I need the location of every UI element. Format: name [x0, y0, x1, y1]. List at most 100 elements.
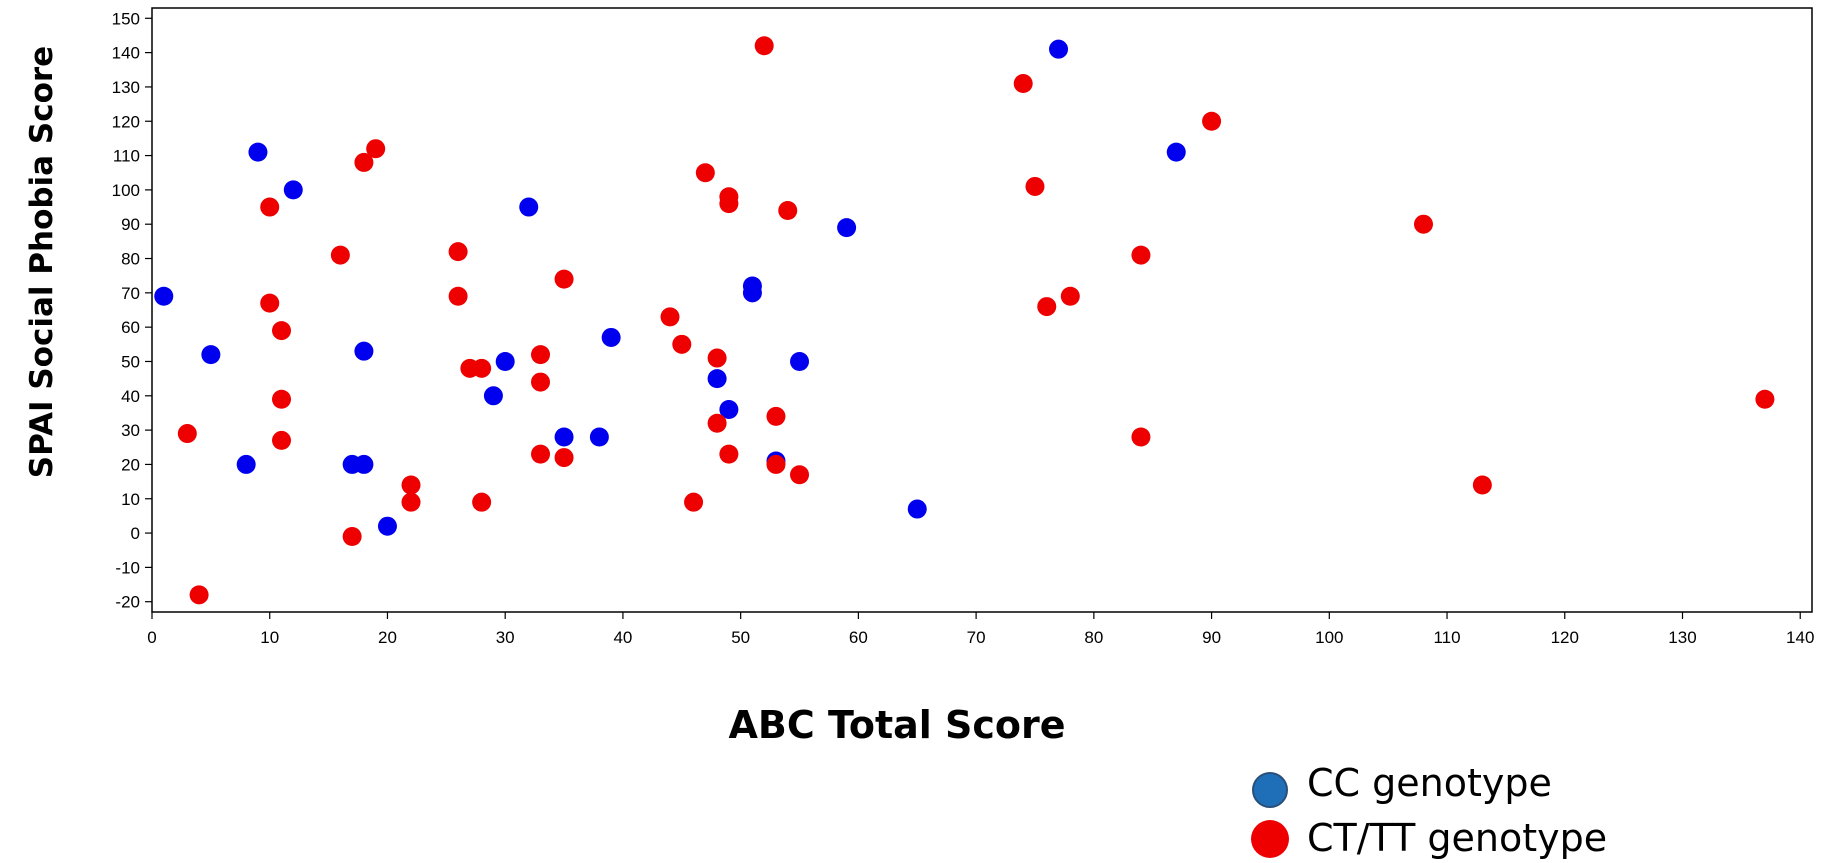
data-point [495, 351, 515, 371]
data-point [837, 218, 857, 238]
x-tick-label: 130 [1668, 628, 1696, 647]
data-point [354, 341, 374, 361]
data-point [707, 348, 727, 368]
data-point [707, 413, 727, 433]
data-point [260, 197, 280, 217]
data-point [1049, 39, 1069, 59]
data-point [377, 516, 397, 536]
data-point [589, 427, 609, 447]
legend-marker-cc [1252, 772, 1288, 808]
y-tick-label: 140 [112, 44, 140, 63]
legend-marker-ct-tt [1251, 820, 1289, 858]
data-point [472, 358, 492, 378]
data-point [1166, 142, 1186, 162]
data-point [189, 585, 209, 605]
y-tick-label: 80 [121, 250, 140, 269]
y-tick-label: -20 [115, 593, 140, 612]
y-tick-label: 10 [121, 490, 140, 509]
data-point [448, 286, 468, 306]
x-tick-label: 40 [613, 628, 632, 647]
x-axis: 0 10 20 30 40 50 60 70 80 90 100 110 120 130 140 [147, 612, 1814, 647]
data-point [1755, 389, 1775, 409]
data-point [684, 492, 704, 512]
y-tick-label: 30 [121, 421, 140, 440]
x-tick-label: 120 [1551, 628, 1579, 647]
data-point [330, 245, 350, 265]
data-point [448, 242, 468, 262]
y-tick-label: 60 [121, 318, 140, 337]
x-tick-label: 30 [496, 628, 515, 647]
data-point [1060, 286, 1080, 306]
data-point [672, 334, 692, 354]
data-point [1202, 111, 1222, 131]
data-point [742, 276, 762, 296]
data-point [660, 307, 680, 327]
data-point [719, 444, 739, 464]
x-axis-title: ABC Total Score [728, 703, 1065, 747]
plot-area [151, 7, 1813, 613]
data-point [354, 152, 374, 172]
data-point [248, 142, 268, 162]
y-tick-label: 110 [113, 147, 140, 166]
data-point [754, 36, 774, 56]
y-tick-label: 20 [121, 455, 140, 474]
y-tick-label: 120 [112, 112, 140, 131]
legend-label-ct-tt: CT/TT genotype [1307, 816, 1607, 860]
y-tick-label: 50 [121, 352, 140, 371]
data-point [401, 492, 421, 512]
x-tick-label: 100 [1315, 628, 1343, 647]
data-point [601, 327, 621, 347]
x-tick-label: 60 [849, 628, 868, 647]
y-tick-label: 0 [131, 524, 140, 543]
series-1 [177, 36, 1775, 605]
data-point [272, 321, 292, 341]
x-tick-label: 90 [1202, 628, 1221, 647]
data-point [283, 180, 303, 200]
data-point [695, 163, 715, 183]
y-tick-label: 130 [112, 78, 140, 97]
x-tick-label: 110 [1433, 628, 1460, 647]
data-point [531, 372, 551, 392]
data-point [1413, 214, 1433, 234]
data-point [472, 492, 492, 512]
data-point [1131, 427, 1151, 447]
data-points [154, 36, 1775, 605]
x-tick-label: 50 [731, 628, 750, 647]
data-point [366, 139, 386, 159]
data-point [766, 406, 786, 426]
data-point [907, 499, 927, 519]
data-point [790, 351, 810, 371]
data-point [1025, 176, 1045, 196]
data-point [1131, 245, 1151, 265]
data-point [790, 465, 810, 485]
data-point [201, 345, 221, 365]
y-tick-label: -10 [115, 558, 140, 577]
data-point [531, 345, 551, 365]
x-tick-label: 140 [1786, 628, 1814, 647]
data-point [778, 200, 798, 220]
y-tick-label: 100 [112, 181, 140, 200]
x-tick-label: 70 [967, 628, 986, 647]
data-point [554, 269, 574, 289]
y-axis: -20 -10 0 10 20 30 40 50 60 70 80 90 100 110 120 130 140… [112, 9, 152, 612]
data-point [719, 400, 739, 420]
y-tick-label: 150 [112, 9, 140, 28]
x-tick-label: 0 [147, 628, 156, 647]
data-point [707, 369, 727, 389]
y-tick-label: 40 [121, 387, 140, 406]
legend: CC genotype CT/TT genotype [1251, 761, 1607, 860]
data-point [272, 430, 292, 450]
data-point [401, 475, 421, 495]
data-point [719, 194, 739, 214]
data-point [554, 427, 574, 447]
data-point [1472, 475, 1492, 495]
x-tick-label: 20 [378, 628, 397, 647]
data-point [483, 386, 503, 406]
series-0 [154, 39, 1186, 536]
data-point [1037, 297, 1057, 317]
data-point [272, 389, 292, 409]
data-point [554, 448, 574, 468]
data-point [531, 444, 551, 464]
data-point [354, 454, 374, 474]
